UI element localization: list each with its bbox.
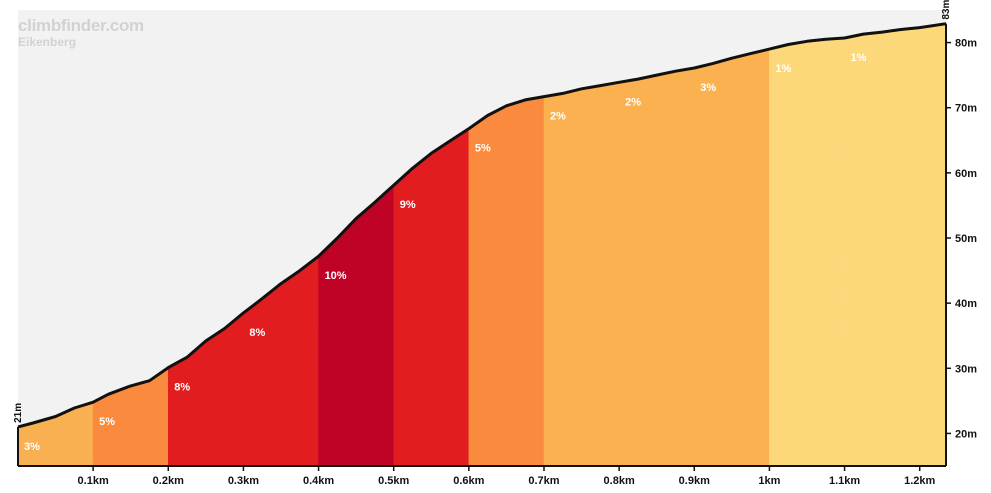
x-tick-label: 1km	[758, 475, 780, 487]
grade-label: 1%	[775, 63, 791, 75]
x-tick-label: 1.1km	[829, 475, 860, 487]
y-tick-label: 70m	[955, 103, 977, 115]
climb-name: Eikenberg	[18, 35, 77, 49]
x-tick-label: 1.2km	[904, 475, 935, 487]
gradient-segment	[844, 23, 947, 467]
x-tick-label: 0.7km	[528, 475, 559, 487]
elevation-profile-line	[17, 22, 947, 429]
end-elevation-label: 83m	[941, 0, 952, 20]
gradient-segment	[769, 37, 845, 467]
grade-label: 10%	[325, 270, 347, 282]
gradient-segment	[618, 67, 695, 467]
site-name: climbfinder.com	[18, 16, 144, 35]
gradient-segment	[543, 81, 620, 467]
x-tick-label: 0.2km	[153, 475, 184, 487]
y-tick-label: 50m	[955, 233, 977, 245]
gradient-segment	[393, 128, 470, 467]
grade-labels: 3% 5% 8% 8% 10% 9% 5% 2% 2% 3% 1% 1%	[24, 52, 867, 453]
grade-label: 2%	[550, 111, 566, 123]
grade-label: 5%	[99, 416, 115, 428]
y-tick-label: 60m	[955, 168, 977, 180]
gradient-segment	[693, 48, 770, 467]
grade-label: 1%	[851, 52, 867, 64]
y-tick-label: 80m	[955, 38, 977, 50]
y-tick-label: 20m	[955, 428, 977, 440]
x-tick-label: 0.3km	[228, 475, 259, 487]
y-tick-label: 30m	[955, 363, 977, 375]
grade-label: 5%	[475, 143, 491, 155]
grade-label: 9%	[400, 199, 416, 211]
grade-label: 2%	[625, 96, 641, 108]
gradient-segments	[17, 23, 947, 467]
x-tick-label: 0.9km	[679, 475, 710, 487]
y-tick-label: 40m	[955, 298, 977, 310]
x-tick-label: 0.5km	[378, 475, 409, 487]
brand-watermark: climbfinder.com Eikenberg	[18, 17, 144, 48]
grade-label: 8%	[174, 382, 190, 394]
x-tick-label: 0.6km	[453, 475, 484, 487]
start-elevation-label: 21m	[13, 403, 24, 423]
x-tick-label: 0.4km	[303, 475, 334, 487]
x-tick-label: 0.8km	[604, 475, 635, 487]
axes: 0.1km 0.2km 0.3km 0.4km 0.5km 0.6km 0.7km 0.8km…	[13, 0, 977, 487]
grade-label: 8%	[249, 327, 265, 339]
grade-label: 3%	[24, 441, 40, 453]
x-tick-label: 0.1km	[78, 475, 109, 487]
grade-label: 3%	[700, 82, 716, 94]
